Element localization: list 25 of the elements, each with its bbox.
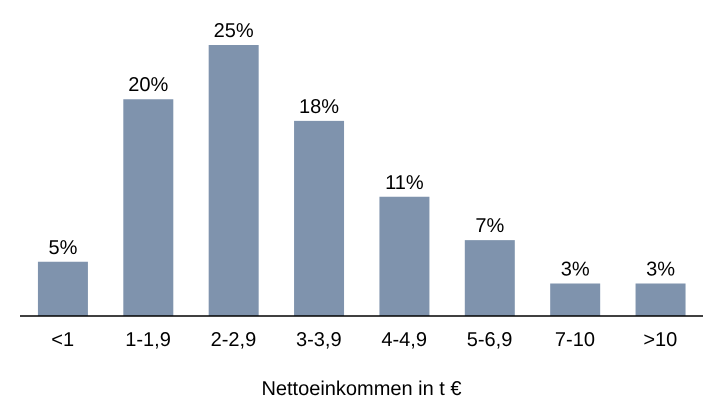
x-tick-label: 7-10 <box>554 329 595 352</box>
data-label: 3% <box>646 258 676 280</box>
data-label: 3% <box>560 258 590 280</box>
x-tick-label: 2-2,9 <box>210 329 256 352</box>
data-label: 20% <box>128 74 169 96</box>
x-tick-label: >10 <box>643 329 678 352</box>
x-axis-title: Nettoeinkommen in t € <box>261 378 462 400</box>
data-label: 7% <box>475 215 504 238</box>
x-tick-label: 3-3,9 <box>296 329 342 352</box>
data-label: 11% <box>385 172 424 194</box>
bar <box>550 283 600 316</box>
bar <box>208 45 259 316</box>
bar <box>636 283 686 316</box>
bar <box>464 240 515 316</box>
data-label: 18% <box>299 96 340 118</box>
x-tick-label: 5-6,9 <box>466 329 512 352</box>
data-label: 25% <box>214 20 254 42</box>
x-tick-label: <1 <box>51 329 74 352</box>
data-label: 5% <box>48 236 78 259</box>
x-tick-label: 4-4,9 <box>381 329 427 352</box>
bar <box>294 120 344 316</box>
x-tick-label: 1-1,9 <box>125 329 171 352</box>
bar <box>379 196 430 316</box>
bar <box>123 99 174 316</box>
bar <box>38 262 88 316</box>
